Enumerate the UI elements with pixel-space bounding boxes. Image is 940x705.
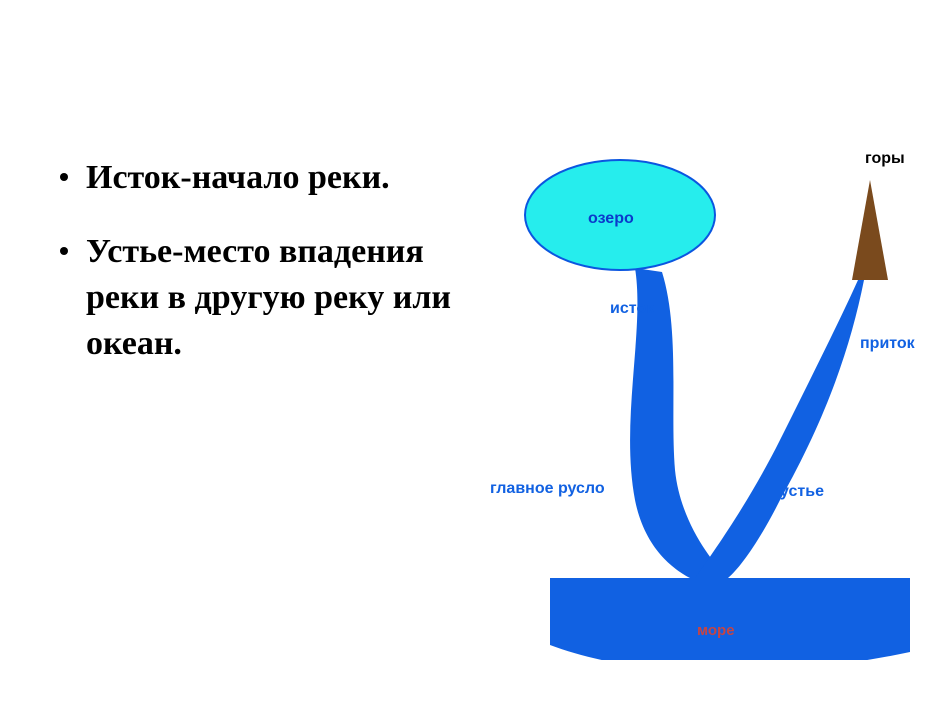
bullet-icon [60, 173, 68, 181]
mountain-shape [852, 180, 888, 280]
bullet-list: Исток-начало реки. Устье-место впадения … [60, 155, 480, 395]
pritok-label: приток [860, 335, 915, 353]
bullet-text: Исток-начало реки. [86, 155, 390, 201]
bullet-text: Устье-место впадения реки в другую реку … [86, 229, 480, 367]
tributary-shape [695, 280, 864, 578]
diagram-svg [480, 100, 940, 660]
bullet-icon [60, 247, 68, 255]
more-label: море [697, 622, 735, 639]
ruslo-label: главное русло [490, 480, 605, 498]
list-item: Устье-место впадения реки в другую реку … [60, 229, 480, 367]
lake-label: озеро [588, 210, 634, 228]
ustye-label: устье [780, 483, 824, 501]
istok-label: исток [610, 300, 654, 318]
list-item: Исток-начало реки. [60, 155, 480, 201]
river-diagram: озеро горы исток приток главное русло ус… [480, 100, 940, 660]
sea-shape [550, 578, 910, 660]
mountain-label: горы [865, 150, 905, 168]
